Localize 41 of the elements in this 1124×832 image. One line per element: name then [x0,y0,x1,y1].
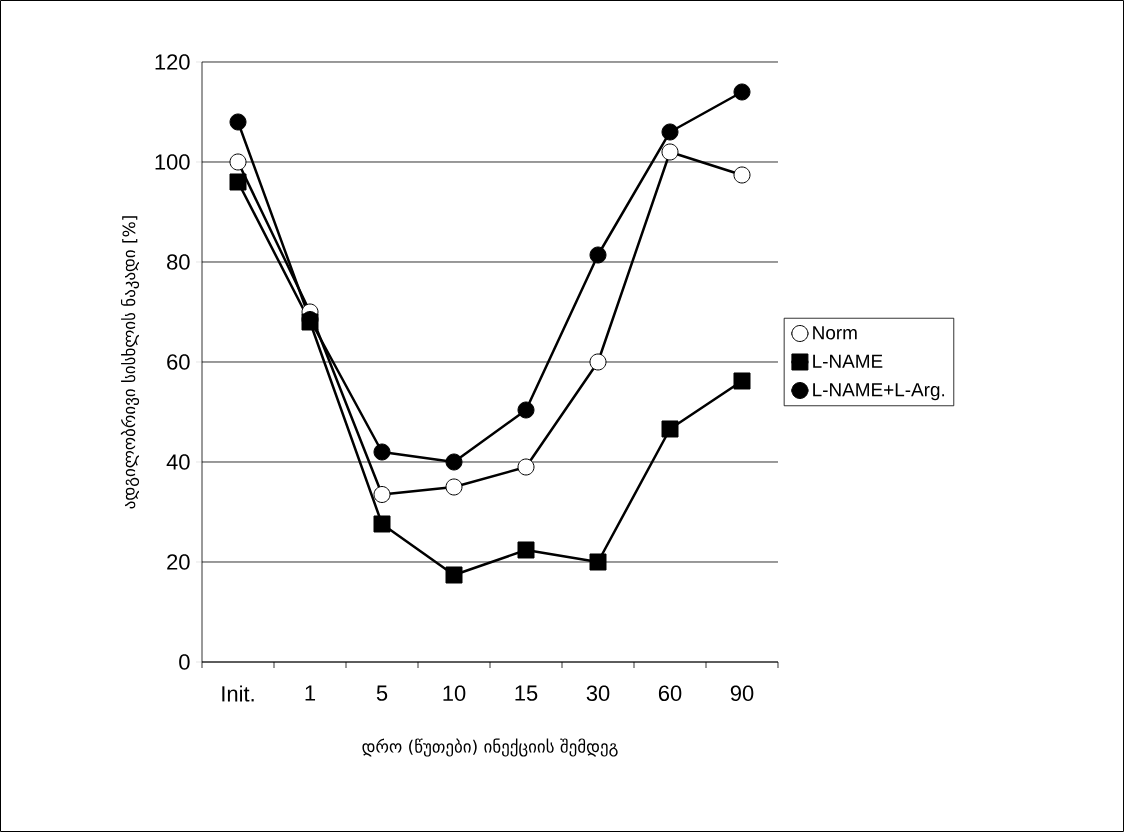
x-tick-label: Init. [222,685,254,702]
y-tick-label: 40 [166,454,190,470]
point [661,143,679,161]
point [517,401,535,419]
x-tick-label: 60 [658,685,682,702]
y-tick-label: 120 [155,54,190,70]
point [445,566,463,584]
point [229,173,247,191]
point [589,353,607,371]
point [229,113,247,131]
point [517,458,535,476]
point [445,453,463,471]
x-tick-label: 90 [730,685,754,702]
point [229,153,247,171]
point [589,553,607,571]
point [733,83,751,101]
point [373,486,391,503]
point [661,123,679,141]
x-tick-label: 10 [443,685,466,702]
x-axis-title: დრო (წუთები) ინექციის შემდეგ [362,738,618,757]
x-tick-label: 1 [305,685,316,701]
point [589,246,607,264]
y-tick-label: 0 [179,654,190,670]
x-tick-label: 15 [515,685,538,701]
point [373,515,391,533]
legend-label: Norm [813,326,857,340]
x-tick-label: 5 [376,685,388,701]
legend-label: L-NAME [813,354,883,368]
y-tick-label: 20 [167,554,190,570]
legend-label: L-NAME+L-Arg. [813,383,945,401]
y-tick-label: 100 [155,154,190,170]
point [733,372,751,390]
y-tick-label: 60 [167,354,190,370]
point [661,420,679,438]
y-tick-label: 80 [167,254,190,270]
y-axis-title: ადგილობრივი სისხლის ნაკადი [%] [120,216,140,509]
point [733,166,751,184]
point [517,541,535,559]
point [373,443,391,461]
x-tick-label: 30 [586,685,610,702]
point [445,478,463,496]
